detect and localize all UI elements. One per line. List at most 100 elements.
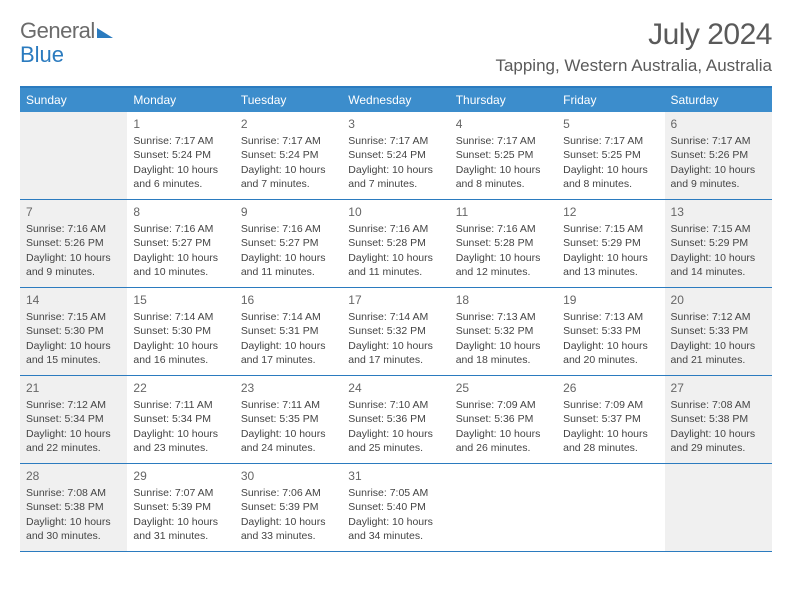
day-cell [557,464,664,551]
sunrise-text: Sunrise: 7:16 AM [133,222,228,236]
day-cell: 14Sunrise: 7:15 AMSunset: 5:30 PMDayligh… [20,288,127,375]
dl1-text: Daylight: 10 hours [671,339,766,353]
sunset-text: Sunset: 5:26 PM [671,148,766,162]
sunset-text: Sunset: 5:38 PM [26,500,121,514]
day-number: 29 [133,468,228,484]
day-cell: 8 Sunrise: 7:16 AMSunset: 5:27 PMDaylight… [127,200,234,287]
sunset-text: Sunset: 5:32 PM [348,324,443,338]
week-row: 21Sunrise: 7:12 AMSunset: 5:34 PMDayligh… [20,376,772,464]
dl1-text: Daylight: 10 hours [133,251,228,265]
dl2-text: and 25 minutes. [348,441,443,455]
day-number: 5 [563,116,658,132]
brand-part1: General [20,18,95,44]
sunset-text: Sunset: 5:40 PM [348,500,443,514]
day-number: 16 [241,292,336,308]
sunrise-text: Sunrise: 7:14 AM [241,310,336,324]
day-cell: 31 Sunrise: 7:05 AMSunset: 5:40 PMDayligh… [342,464,449,551]
day-number: 9 [241,204,336,220]
day-number: 31 [348,468,443,484]
sunset-text: Sunset: 5:30 PM [26,324,121,338]
week-row: 14Sunrise: 7:15 AMSunset: 5:30 PMDayligh… [20,288,772,376]
dayhead-fri: Friday [557,88,664,112]
day-number: 12 [563,204,658,220]
sunset-text: Sunset: 5:35 PM [241,412,336,426]
dayhead-mon: Monday [127,88,234,112]
dl2-text: and 14 minutes. [671,265,766,279]
sunrise-text: Sunrise: 7:12 AM [671,310,766,324]
day-number: 7 [26,204,121,220]
dl1-text: Daylight: 10 hours [456,339,551,353]
sunrise-text: Sunrise: 7:14 AM [133,310,228,324]
day-cell: 25Sunrise: 7:09 AMSunset: 5:36 PMDayligh… [450,376,557,463]
day-number: 22 [133,380,228,396]
sunrise-text: Sunrise: 7:08 AM [671,398,766,412]
dayhead-sat: Saturday [665,88,772,112]
dl2-text: and 8 minutes. [563,177,658,191]
dl2-text: and 13 minutes. [563,265,658,279]
dl1-text: Daylight: 10 hours [348,515,443,529]
day-number: 17 [348,292,443,308]
sunrise-text: Sunrise: 7:13 AM [456,310,551,324]
day-number: 3 [348,116,443,132]
dayhead-thu: Thursday [450,88,557,112]
day-cell [450,464,557,551]
dl1-text: Daylight: 10 hours [671,427,766,441]
dl1-text: Daylight: 10 hours [348,251,443,265]
day-number: 8 [133,204,228,220]
dl2-text: and 17 minutes. [241,353,336,367]
dl1-text: Daylight: 10 hours [241,251,336,265]
sunrise-text: Sunrise: 7:10 AM [348,398,443,412]
day-number: 20 [671,292,766,308]
sunset-text: Sunset: 5:24 PM [348,148,443,162]
brand-logo: General [20,18,113,44]
dl1-text: Daylight: 10 hours [241,163,336,177]
sunrise-text: Sunrise: 7:16 AM [456,222,551,236]
dl2-text: and 15 minutes. [26,353,121,367]
dl1-text: Daylight: 10 hours [348,427,443,441]
dl1-text: Daylight: 10 hours [133,339,228,353]
day-number: 15 [133,292,228,308]
dl2-text: and 6 minutes. [133,177,228,191]
sunrise-text: Sunrise: 7:17 AM [456,134,551,148]
dl2-text: and 26 minutes. [456,441,551,455]
sunrise-text: Sunrise: 7:16 AM [26,222,121,236]
dl2-text: and 28 minutes. [563,441,658,455]
sunset-text: Sunset: 5:24 PM [133,148,228,162]
header: General July 2024 Tapping, Western Austr… [20,18,772,76]
day-cell: 17Sunrise: 7:14 AMSunset: 5:32 PMDayligh… [342,288,449,375]
dl2-text: and 24 minutes. [241,441,336,455]
sunset-text: Sunset: 5:33 PM [671,324,766,338]
day-cell: 29Sunrise: 7:07 AMSunset: 5:39 PMDayligh… [127,464,234,551]
sunset-text: Sunset: 5:38 PM [671,412,766,426]
day-number: 11 [456,204,551,220]
sunrise-text: Sunrise: 7:17 AM [133,134,228,148]
sunrise-text: Sunrise: 7:05 AM [348,486,443,500]
dl1-text: Daylight: 10 hours [671,251,766,265]
sunrise-text: Sunrise: 7:15 AM [671,222,766,236]
sunset-text: Sunset: 5:24 PM [241,148,336,162]
day-cell: 27Sunrise: 7:08 AMSunset: 5:38 PMDayligh… [665,376,772,463]
sunset-text: Sunset: 5:31 PM [241,324,336,338]
dl1-text: Daylight: 10 hours [26,339,121,353]
day-cell: 23Sunrise: 7:11 AMSunset: 5:35 PMDayligh… [235,376,342,463]
dl1-text: Daylight: 10 hours [26,251,121,265]
dl2-text: and 31 minutes. [133,529,228,543]
dl1-text: Daylight: 10 hours [671,163,766,177]
dl1-text: Daylight: 10 hours [133,427,228,441]
dl1-text: Daylight: 10 hours [456,163,551,177]
day-cell: 12Sunrise: 7:15 AMSunset: 5:29 PMDayligh… [557,200,664,287]
dayhead-sun: Sunday [20,88,127,112]
day-cell: 26Sunrise: 7:09 AMSunset: 5:37 PMDayligh… [557,376,664,463]
sunset-text: Sunset: 5:27 PM [133,236,228,250]
day-number: 25 [456,380,551,396]
dl1-text: Daylight: 10 hours [348,163,443,177]
sunrise-text: Sunrise: 7:15 AM [563,222,658,236]
day-number: 13 [671,204,766,220]
sunrise-text: Sunrise: 7:16 AM [241,222,336,236]
dl2-text: and 20 minutes. [563,353,658,367]
day-cell: 5Sunrise: 7:17 AMSunset: 5:25 PMDaylight… [557,112,664,199]
dl1-text: Daylight: 10 hours [241,427,336,441]
day-number: 21 [26,380,121,396]
dl2-text: and 18 minutes. [456,353,551,367]
sunset-text: Sunset: 5:39 PM [133,500,228,514]
